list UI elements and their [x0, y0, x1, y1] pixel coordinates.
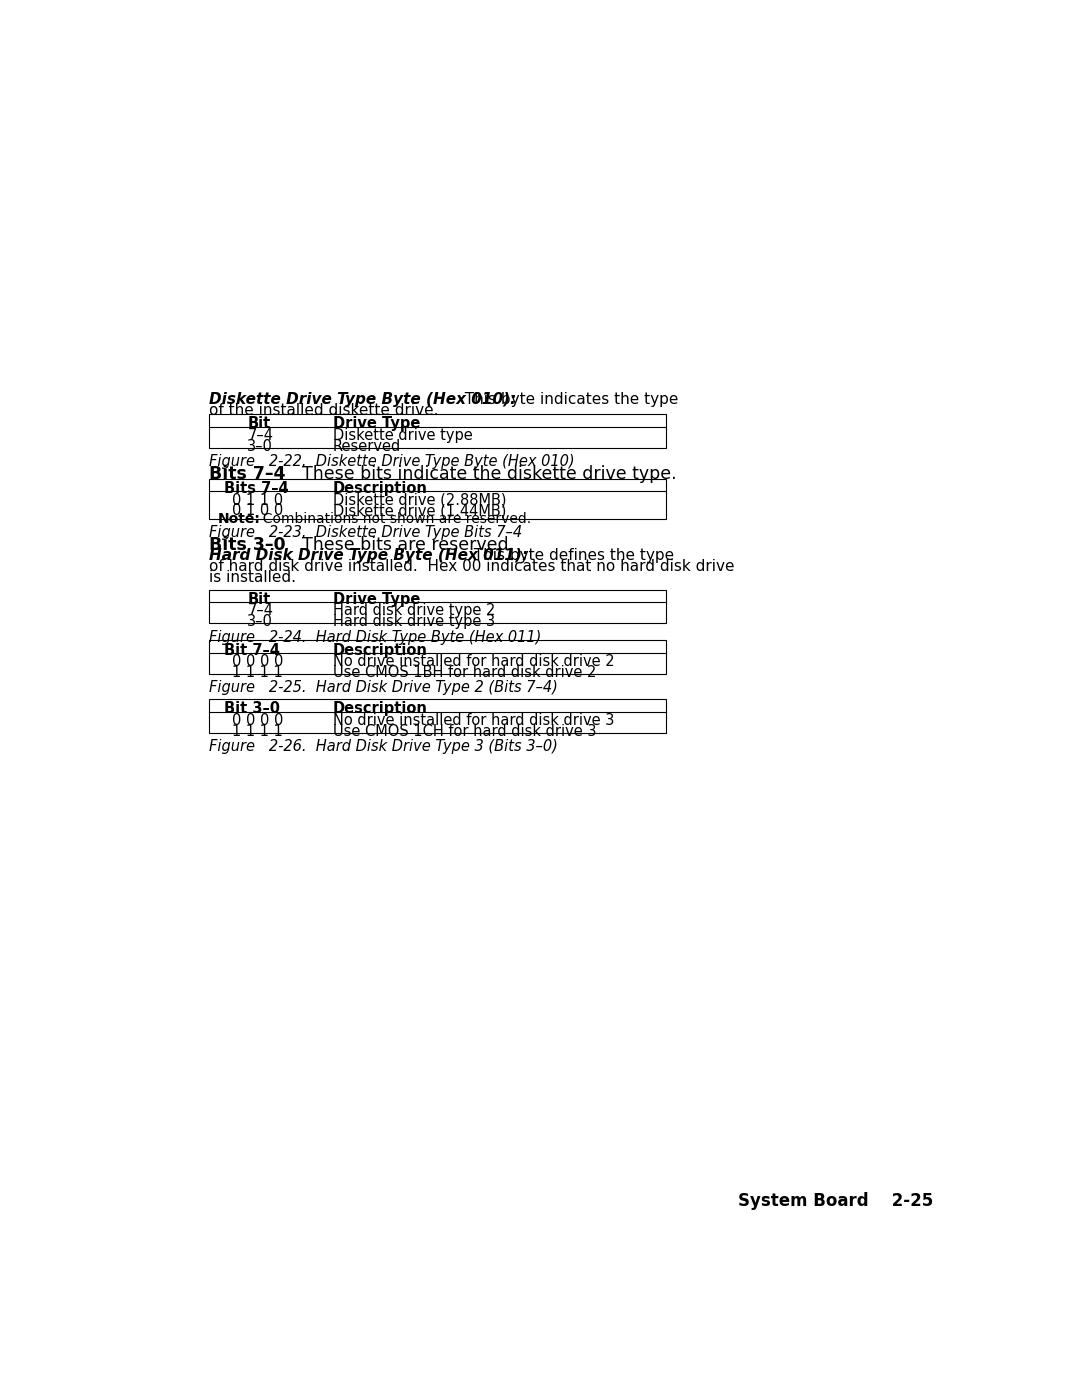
Text: 3–0: 3–0	[247, 615, 273, 629]
Text: Drive Type: Drive Type	[333, 416, 420, 432]
Text: 1 1 1 1: 1 1 1 1	[232, 724, 283, 739]
Text: 1 1 1 1: 1 1 1 1	[232, 665, 283, 680]
Text: Reserved: Reserved	[333, 439, 401, 454]
Text: Description: Description	[333, 701, 428, 717]
Bar	[208, 698, 666, 733]
Text: No drive installed for hard disk drive 2: No drive installed for hard disk drive 2	[333, 654, 615, 669]
Text: 7–4: 7–4	[247, 604, 273, 619]
Text: This byte defines the type: This byte defines the type	[464, 548, 675, 563]
Text: Bit: Bit	[247, 416, 271, 432]
Text: Figure   2-26.  Hard Disk Drive Type 3 (Bits 3–0): Figure 2-26. Hard Disk Drive Type 3 (Bit…	[208, 739, 557, 754]
Text: Hard Disk Drive Type Byte (Hex 011):: Hard Disk Drive Type Byte (Hex 011):	[208, 548, 528, 563]
Text: 7–4: 7–4	[247, 427, 273, 443]
Text: Use CMOS 1CH for hard disk drive 3: Use CMOS 1CH for hard disk drive 3	[333, 724, 596, 739]
Text: is installed.: is installed.	[208, 570, 296, 584]
Text: 3–0: 3–0	[247, 439, 273, 454]
Text: Figure   2-24.  Hard Disk Type Byte (Hex 011): Figure 2-24. Hard Disk Type Byte (Hex 01…	[208, 630, 541, 644]
Text: Diskette drive (1.44MB): Diskette drive (1.44MB)	[333, 503, 507, 518]
Text: Figure   2-23.  Diskette Drive Type Bits 7–4: Figure 2-23. Diskette Drive Type Bits 7–…	[208, 525, 522, 539]
Text: Description: Description	[333, 643, 428, 658]
Text: Bits 7–4: Bits 7–4	[225, 481, 288, 496]
Text: Diskette Drive Type Byte (Hex 010):: Diskette Drive Type Byte (Hex 010):	[208, 393, 516, 408]
Text: Bit 7–4: Bit 7–4	[225, 643, 280, 658]
Text: Hard disk drive type 3: Hard disk drive type 3	[333, 615, 495, 629]
Bar	[208, 590, 666, 623]
Text: System Board    2-25: System Board 2-25	[738, 1192, 933, 1210]
Text: Bit 3–0: Bit 3–0	[225, 701, 280, 717]
Text: 0 0 0 0: 0 0 0 0	[232, 654, 283, 669]
Text: Figure   2-22.  Diskette Drive Type Byte (Hex 010): Figure 2-22. Diskette Drive Type Byte (H…	[208, 454, 575, 469]
Text: Diskette drive (2.88MB): Diskette drive (2.88MB)	[333, 493, 507, 507]
Text: of hard disk drive installed.  Hex 00 indicates that no hard disk drive: of hard disk drive installed. Hex 00 ind…	[208, 559, 734, 574]
Text: This byte indicates the type: This byte indicates the type	[455, 393, 678, 408]
Text: 0 1 0 0: 0 1 0 0	[232, 503, 283, 518]
Text: Description: Description	[333, 481, 428, 496]
Text: Figure   2-25.  Hard Disk Drive Type 2 (Bits 7–4): Figure 2-25. Hard Disk Drive Type 2 (Bit…	[208, 680, 557, 696]
Text: Bits 3–0: Bits 3–0	[208, 535, 285, 553]
Text: Combinations not shown are reserved.: Combinations not shown are reserved.	[255, 511, 531, 525]
Text: 0 0 0 0: 0 0 0 0	[232, 712, 283, 728]
Text: No drive installed for hard disk drive 3: No drive installed for hard disk drive 3	[333, 712, 615, 728]
Bar	[208, 479, 666, 518]
Text: These bits are reserved.: These bits are reserved.	[280, 535, 514, 553]
Text: Note:: Note:	[218, 511, 260, 525]
Text: of the installed diskette drive.: of the installed diskette drive.	[208, 404, 438, 418]
Text: 0 1 1 0: 0 1 1 0	[232, 493, 283, 507]
Text: Use CMOS 1BH for hard disk drive 2: Use CMOS 1BH for hard disk drive 2	[333, 665, 596, 680]
Bar	[208, 414, 666, 448]
Text: These bits indicate the diskette drive type.: These bits indicate the diskette drive t…	[280, 465, 676, 483]
Bar	[208, 640, 666, 675]
Text: Hard disk drive type 2: Hard disk drive type 2	[333, 604, 495, 619]
Text: Diskette drive type: Diskette drive type	[333, 427, 472, 443]
Text: Bit: Bit	[247, 592, 271, 606]
Text: Bits 7–4: Bits 7–4	[208, 465, 285, 483]
Text: Drive Type: Drive Type	[333, 592, 420, 606]
